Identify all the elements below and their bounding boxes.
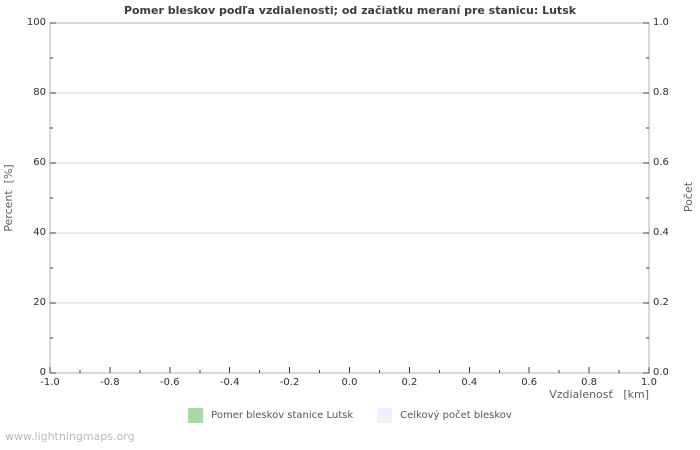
legend-item-total-count: Celkový počet bleskov	[377, 408, 512, 423]
y-right-tick-label: 0.8	[653, 87, 669, 98]
x-tick-label: 0.8	[581, 377, 598, 388]
legend: Pomer bleskov stanice Lutsk Celkový poče…	[0, 408, 700, 423]
y-left-tick-label: 0	[39, 367, 46, 378]
legend-label-station-ratio: Pomer bleskov stanice Lutsk	[211, 410, 354, 421]
y-left-tick-label: 20	[33, 297, 46, 308]
x-tick-label: -0.4	[219, 377, 240, 388]
y-right-tick-label: 0.4	[653, 227, 669, 238]
y-right-tick-label: 0.2	[653, 297, 669, 308]
legend-swatch-station-ratio	[188, 408, 204, 423]
x-tick-label: 0.4	[461, 377, 478, 388]
x-tick-label: -1.0	[40, 377, 60, 388]
legend-label-total-count: Celkový počet bleskov	[400, 410, 512, 421]
x-tick-label: 0.0	[341, 377, 358, 388]
y-right-tick-label: 0.0	[653, 367, 669, 378]
legend-item-station-ratio: Pomer bleskov stanice Lutsk	[188, 408, 353, 423]
x-axis-label: Vzdialenosť [km]	[549, 388, 649, 401]
y-right-tick-label: 1.0	[653, 17, 669, 28]
watermark-text: www.lightningmaps.org	[5, 430, 135, 443]
x-tick-label: -0.6	[160, 377, 180, 388]
y-right-tick-label: 0.6	[653, 157, 669, 168]
x-tick-label: 0.6	[521, 377, 538, 388]
x-tick-label: 1.0	[641, 377, 657, 388]
chart-title: Pomer bleskov podľa vzdialenosti; od zač…	[123, 4, 577, 17]
y-left-tick-label: 80	[33, 87, 46, 98]
x-tick-label: -0.2	[279, 377, 300, 388]
y-left-tick-label: 60	[33, 157, 46, 168]
x-tick-label: -0.8	[100, 377, 120, 388]
y-left-tick-label: 40	[33, 227, 46, 238]
x-tick-label: 0.2	[401, 377, 418, 388]
y-left-tick-label: 100	[26, 17, 46, 28]
legend-swatch-total-count	[377, 408, 393, 423]
